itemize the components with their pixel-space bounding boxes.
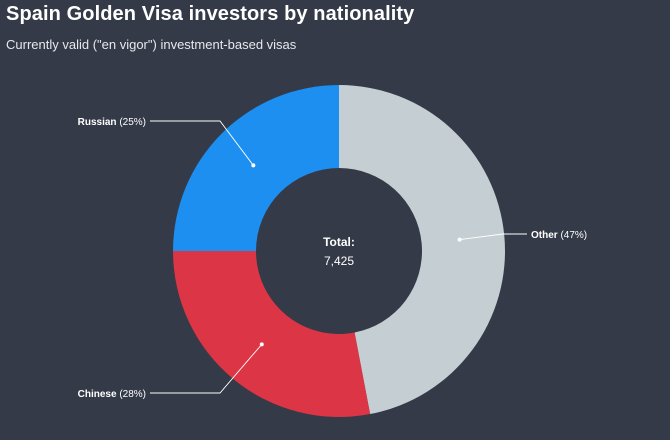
slice-chinese bbox=[173, 251, 371, 417]
slice-labels: Other (47%) Chinese (28%) Russian (25%) bbox=[78, 117, 587, 400]
donut-center: Total: 7,425 bbox=[323, 235, 355, 268]
leader-line-other bbox=[459, 233, 527, 241]
donut-slices bbox=[173, 85, 505, 417]
slice-label-other: Other (47%) bbox=[531, 230, 587, 241]
total-label: Total: bbox=[323, 235, 355, 249]
slice-russian bbox=[173, 85, 339, 251]
slice-label-russian: Russian (25%) bbox=[78, 117, 146, 128]
leader-line-russian bbox=[150, 120, 254, 166]
slice-other bbox=[339, 85, 505, 415]
total-value: 7,425 bbox=[324, 254, 354, 268]
leader-line-chinese bbox=[150, 344, 263, 394]
slice-label-chinese: Chinese (28%) bbox=[78, 389, 146, 400]
chart-subtitle: Currently valid ("en vigor") investment-… bbox=[6, 37, 297, 52]
chart-title: Spain Golden Visa investors by nationali… bbox=[6, 3, 415, 25]
